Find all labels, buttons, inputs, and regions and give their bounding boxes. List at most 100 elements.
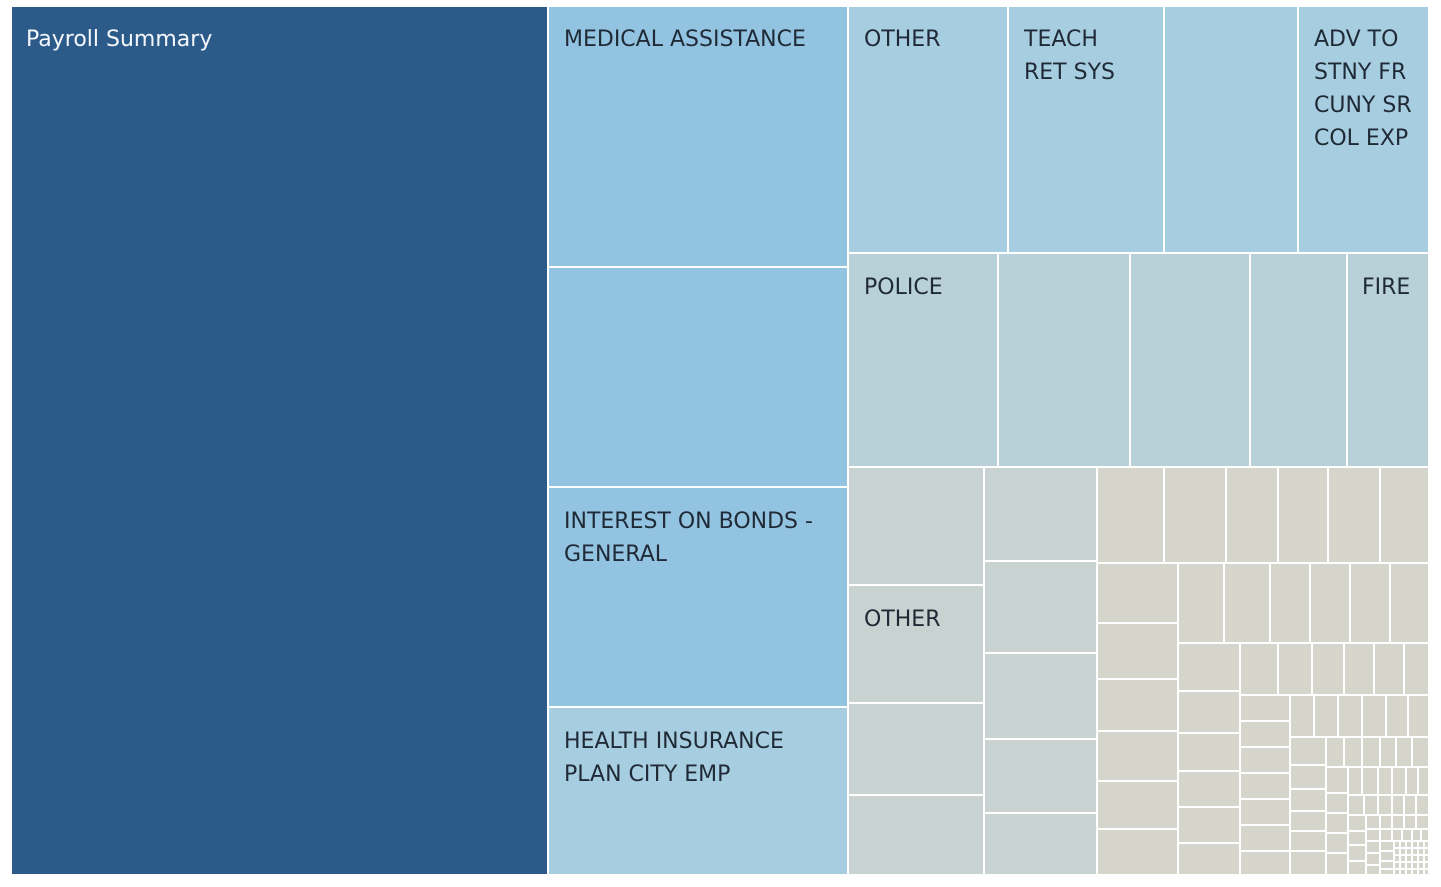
cell-colG-1[interactable] (1289, 736, 1327, 766)
cell-colI-4[interactable] (1325, 832, 1349, 854)
cell-colC-2[interactable] (1177, 690, 1241, 734)
cell-rowJ-4[interactable] (1391, 766, 1407, 796)
cell-rowF-6[interactable] (1407, 694, 1430, 738)
cell-lower-col2-5[interactable] (983, 812, 1098, 876)
cell-rowH-6[interactable] (1411, 736, 1430, 768)
cell-lower-col2-3[interactable] (983, 652, 1098, 740)
cell-rowK-2[interactable] (1363, 794, 1379, 816)
cell-colE-2[interactable] (1239, 720, 1291, 748)
cell-rowD-3[interactable] (1311, 642, 1345, 696)
cell-rowM-4[interactable] (1403, 814, 1417, 830)
cell-colP-1[interactable] (1379, 840, 1395, 852)
cell-colG-5[interactable] (1289, 830, 1327, 852)
cell-colP-2[interactable] (1379, 850, 1395, 862)
cell-rowM-2[interactable] (1379, 814, 1393, 830)
cell-rowF-1[interactable] (1289, 694, 1315, 738)
cell-colI-3[interactable] (1325, 812, 1349, 834)
cell-lower-col2-1[interactable] (983, 466, 1098, 562)
cell-rowH-1[interactable] (1325, 736, 1345, 768)
cell-colE-1[interactable] (1239, 694, 1291, 722)
cell-rowB-2[interactable] (1223, 562, 1271, 644)
cell-strip-6[interactable] (1379, 466, 1430, 564)
cell-tiny-6-1[interactable] (1423, 840, 1430, 849)
cell-rowO-3[interactable] (1401, 828, 1413, 842)
cell-colE-3[interactable] (1239, 746, 1291, 774)
cell-colA-2[interactable] (1096, 622, 1179, 680)
cell-colL-2[interactable] (1347, 830, 1367, 846)
cell-fire[interactable] (1346, 252, 1430, 468)
cell-colC-3[interactable] (1177, 732, 1241, 772)
cell-rowM-3[interactable] (1391, 814, 1405, 830)
cell-tiny-6-2[interactable] (1423, 847, 1430, 856)
cell-rowD-5[interactable] (1373, 642, 1405, 696)
cell-unlabeled-mid-3[interactable] (1249, 252, 1348, 468)
cell-rowD-1[interactable] (1239, 642, 1279, 696)
cell-colP-3[interactable] (1379, 860, 1395, 870)
cell-colE-5[interactable] (1239, 798, 1291, 826)
cell-colA-5[interactable] (1096, 780, 1179, 830)
cell-colN-4[interactable] (1365, 864, 1381, 876)
cell-strip-5[interactable] (1327, 466, 1381, 564)
cell-payroll-summary[interactable] (10, 5, 549, 876)
cell-colC-5[interactable] (1177, 806, 1241, 844)
cell-rowO-5[interactable] (1420, 828, 1430, 842)
cell-tiny-6-5[interactable] (1423, 868, 1430, 876)
cell-strip-4[interactable] (1277, 466, 1329, 564)
cell-lower-a[interactable] (847, 466, 985, 586)
cell-rowD-6[interactable] (1403, 642, 1430, 696)
cell-rowK-3[interactable] (1377, 794, 1393, 816)
cell-rowF-3[interactable] (1337, 694, 1363, 738)
cell-unlabeled-mid-1[interactable] (997, 252, 1131, 468)
cell-rowK-4[interactable] (1391, 794, 1405, 816)
cell-colL-3[interactable] (1347, 844, 1367, 862)
cell-unlabeled-top[interactable] (1163, 5, 1299, 254)
cell-rowH-2[interactable] (1343, 736, 1363, 768)
cell-rowK-1[interactable] (1347, 794, 1365, 816)
cell-colL-1[interactable] (1347, 814, 1367, 832)
cell-interest-on-bonds[interactable] (547, 486, 849, 708)
cell-rowD-4[interactable] (1343, 642, 1375, 696)
cell-rowB-3[interactable] (1269, 562, 1311, 644)
cell-colI-1[interactable] (1325, 766, 1349, 794)
cell-other-top[interactable] (847, 5, 1009, 254)
cell-rowB-6[interactable] (1389, 562, 1430, 644)
cell-colI-2[interactable] (1325, 792, 1349, 814)
cell-adv-to-stny[interactable] (1297, 5, 1430, 254)
cell-unlabeled-mid-2[interactable] (1129, 252, 1251, 468)
cell-medical-assistance[interactable] (547, 5, 849, 268)
cell-rowF-5[interactable] (1385, 694, 1409, 738)
cell-rowO-1[interactable] (1379, 828, 1393, 842)
cell-colG-3[interactable] (1289, 788, 1327, 812)
cell-rowO-4[interactable] (1411, 828, 1422, 842)
cell-rowK-5[interactable] (1403, 794, 1417, 816)
cell-colL-4[interactable] (1347, 860, 1367, 876)
cell-colC-6[interactable] (1177, 842, 1241, 876)
cell-lower-col2-2[interactable] (983, 560, 1098, 654)
cell-rowH-3[interactable] (1361, 736, 1381, 768)
cell-colE-6[interactable] (1239, 824, 1291, 852)
cell-rowD-2[interactable] (1277, 642, 1313, 696)
cell-colN-1[interactable] (1365, 828, 1381, 842)
cell-colP-4[interactable] (1379, 868, 1395, 876)
cell-rowH-5[interactable] (1395, 736, 1413, 768)
cell-colN-2[interactable] (1365, 840, 1381, 854)
cell-rowF-2[interactable] (1313, 694, 1339, 738)
cell-colG-2[interactable] (1289, 764, 1327, 790)
cell-rowB-4[interactable] (1309, 562, 1351, 644)
cell-unlabeled-col2[interactable] (547, 266, 849, 488)
cell-colE-7[interactable] (1239, 850, 1291, 876)
cell-strip-1[interactable] (1096, 466, 1165, 564)
cell-rowJ-2[interactable] (1361, 766, 1379, 796)
cell-colC-4[interactable] (1177, 770, 1241, 808)
cell-colA-4[interactable] (1096, 730, 1179, 782)
cell-colE-4[interactable] (1239, 772, 1291, 800)
cell-lower-c[interactable] (847, 794, 985, 876)
cell-rowH-4[interactable] (1379, 736, 1397, 768)
cell-colC-1[interactable] (1177, 642, 1241, 692)
cell-colG-6[interactable] (1289, 850, 1327, 876)
cell-strip-3[interactable] (1225, 466, 1279, 564)
cell-tiny-6-3[interactable] (1423, 854, 1430, 863)
cell-rowK-6[interactable] (1415, 794, 1430, 816)
cell-colA-6[interactable] (1096, 828, 1179, 876)
cell-rowF-4[interactable] (1361, 694, 1387, 738)
